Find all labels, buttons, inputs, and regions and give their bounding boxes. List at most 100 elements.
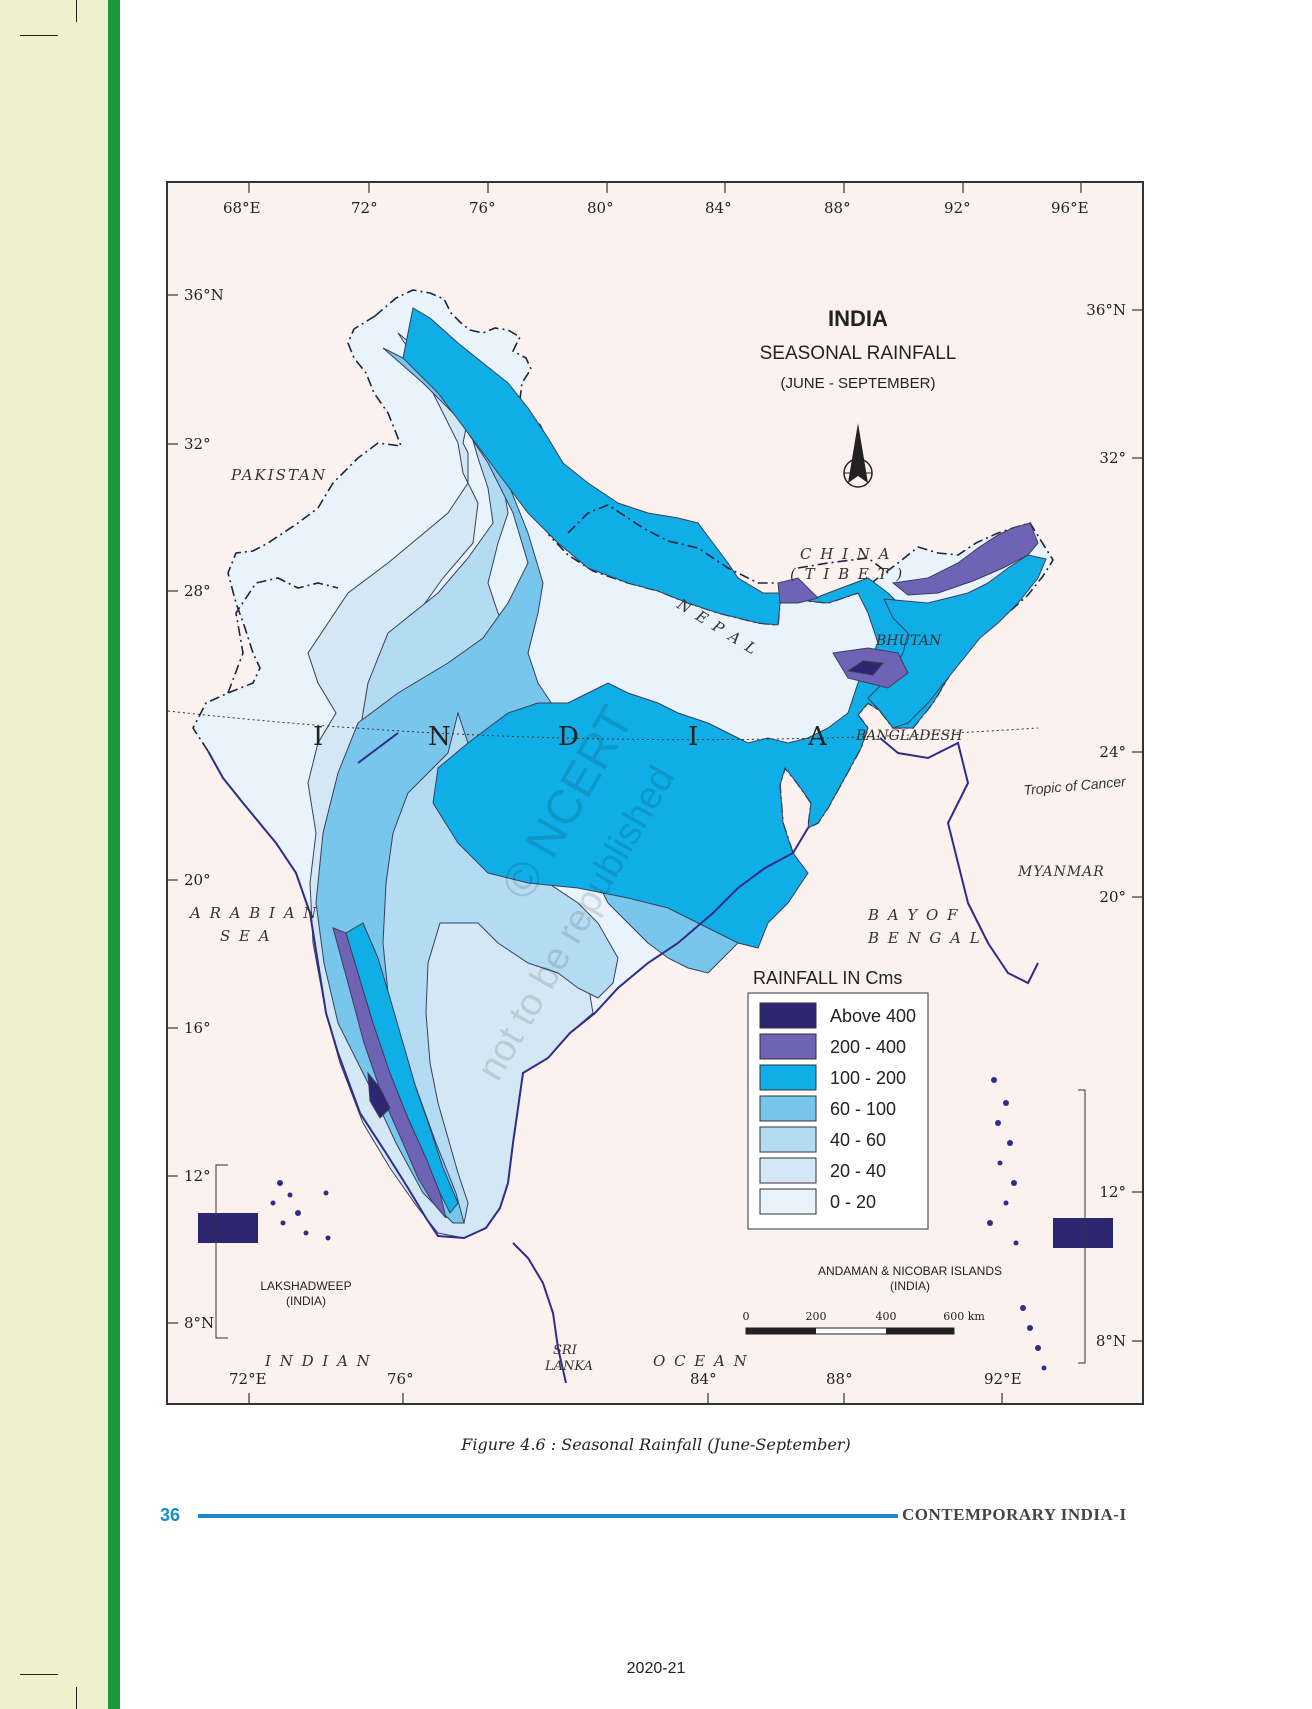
lon-label-bottom: 84° <box>690 1370 717 1388</box>
crop-mark <box>20 35 58 36</box>
scale-tick: 400 <box>876 1310 897 1323</box>
lat-label-left: 8°N <box>184 1314 214 1332</box>
country-letter: I <box>313 722 323 752</box>
lat-label-left: 20° <box>184 871 211 889</box>
lat-label-right: 24° <box>1099 743 1126 761</box>
lat-label-left: 28° <box>184 582 211 600</box>
north-arrow-icon <box>843 423 873 488</box>
label-indian: I N D I A N <box>264 1352 372 1370</box>
islands <box>270 1077 1047 1371</box>
lat-label-left: 16° <box>184 1019 211 1037</box>
map-title: INDIA <box>828 306 888 331</box>
legend-label: 200 - 400 <box>830 1037 906 1057</box>
legend-label: 40 - 60 <box>830 1130 886 1150</box>
lakshadweep-box <box>198 1213 258 1243</box>
label-tibet: ( T I B E T ) <box>790 565 904 583</box>
legend-swatch <box>759 1188 817 1215</box>
label-sea: S E A <box>220 927 272 945</box>
coastline <box>207 732 1039 1384</box>
lon-label-bottom: 88° <box>826 1370 853 1388</box>
lat-label-right: 12° <box>1099 1183 1126 1201</box>
country-letter: N <box>428 722 451 752</box>
lat-label-left: 32° <box>184 435 211 453</box>
legend-swatch <box>759 1002 817 1029</box>
crop-mark <box>76 0 77 22</box>
zone-200-400-northeast <box>891 522 1039 596</box>
lon-label-top: 88° <box>824 199 851 217</box>
figure-caption: Figure 4.6 : Seasonal Rainfall (June-Sep… <box>461 1435 851 1454</box>
label-lanka: LANKA <box>544 1359 593 1374</box>
label-tropic: Tropic of Cancer <box>1023 773 1128 798</box>
lon-label-top: 76° <box>469 199 496 217</box>
country-letter: D <box>558 722 579 752</box>
crop-mark <box>76 1687 77 1709</box>
legend-label: Above 400 <box>830 1006 916 1026</box>
book-title: CONTEMPORARY INDIA-I <box>902 1505 1127 1524</box>
legend-swatch <box>759 1157 817 1184</box>
legend-title: RAINFALL IN Cms <box>753 968 902 988</box>
label-china: C H I N A <box>800 545 892 563</box>
page-edge-bar <box>108 0 120 1709</box>
crop-mark <box>20 1674 58 1675</box>
label-ocean: O C E A N <box>653 1352 749 1370</box>
rainfall-zones <box>192 289 1054 1239</box>
zone-above-400-west <box>367 1071 391 1119</box>
label-lakshadweep-sub: (INDIA) <box>286 1294 326 1308</box>
legend: RAINFALL IN Cms Above 400 200 - 400 100 - … <box>747 968 929 1230</box>
lon-label-bottom: 72°E <box>229 1370 267 1388</box>
scale-tick: 200 <box>806 1310 827 1323</box>
legend-label: 20 - 40 <box>830 1161 886 1181</box>
lon-label-top: 96°E <box>1051 199 1089 217</box>
lat-label-left: 12° <box>184 1167 211 1185</box>
page-number: 36 <box>160 1505 181 1525</box>
label-andaman: ANDAMAN & NICOBAR ISLANDS <box>818 1264 1002 1278</box>
legend-label: 100 - 200 <box>830 1068 906 1088</box>
lon-label-top: 72° <box>351 199 378 217</box>
label-arabian: A R A B I A N <box>188 904 318 922</box>
legend-label: 60 - 100 <box>830 1099 896 1119</box>
label-bengal: B E N G A L <box>867 929 982 947</box>
lat-label-right: 8°N <box>1096 1332 1126 1350</box>
andaman-box <box>1053 1218 1113 1248</box>
map-period: (JUNE - SEPTEMBER) <box>780 375 935 392</box>
label-bay-of: B A Y O F <box>867 906 960 924</box>
lat-label-right: 36°N <box>1086 301 1126 319</box>
scale-bar: 0 200 400 600 km <box>743 1310 985 1335</box>
lon-label-top: 68°E <box>223 199 261 217</box>
label-pakistan: PAKISTAN <box>230 466 327 484</box>
edition-year: 2020-21 <box>626 1660 686 1677</box>
lon-label-top: 92° <box>944 199 971 217</box>
lat-label-left: 36°N <box>184 286 224 304</box>
label-andaman-sub: (INDIA) <box>890 1279 930 1293</box>
lon-label-bottom: 92°E <box>984 1370 1022 1388</box>
legend-swatch <box>759 1126 817 1153</box>
lon-label-top: 80° <box>587 199 614 217</box>
lon-label-top: 84° <box>705 199 732 217</box>
footer-rule <box>198 1514 898 1518</box>
lon-label-bottom: 76° <box>387 1370 414 1388</box>
zone-200-400-bhutan <box>777 577 819 604</box>
label-sri: SRI <box>553 1343 578 1358</box>
legend-swatch <box>759 1033 817 1060</box>
label-bhutan: BHUTAN <box>875 633 942 649</box>
label-myanmar: MYANMAR <box>1017 864 1105 880</box>
legend-swatch <box>759 1064 817 1091</box>
label-lakshadweep: LAKSHADWEEP <box>260 1279 351 1293</box>
map-subtitle: SEASONAL RAINFALL <box>760 343 957 364</box>
legend-swatch <box>759 1095 817 1122</box>
country-letter: I <box>688 722 698 752</box>
international-borders <box>227 504 889 694</box>
zone-100-200-west <box>345 922 459 1214</box>
legend-label: 0 - 20 <box>830 1192 876 1212</box>
scale-tick: 0 <box>743 1310 750 1323</box>
page-margin-band <box>0 0 108 1709</box>
rainfall-map: 68°E 72° 76° 80° 84° 88° 92° 96°E 36°N 3… <box>166 181 1144 1405</box>
tropic-of-cancer-line <box>168 710 1039 741</box>
scale-tick: 600 km <box>943 1310 985 1323</box>
lat-label-right: 32° <box>1099 449 1126 467</box>
graticule-ticks <box>168 183 1142 1403</box>
label-bangladesh: BANGLADESH <box>855 728 963 744</box>
country-letter: A <box>807 722 828 752</box>
lat-label-right: 20° <box>1099 888 1126 906</box>
zone-100-200 <box>402 307 1009 949</box>
